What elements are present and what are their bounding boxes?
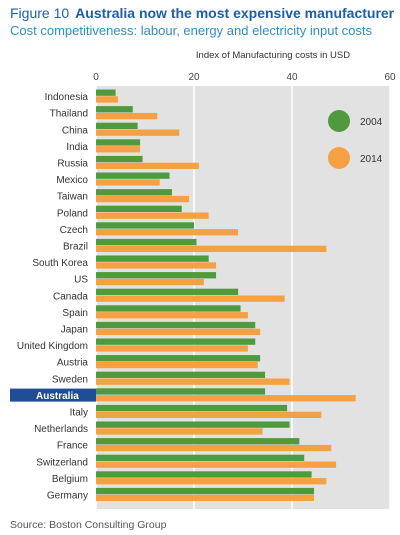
bar-2014	[96, 262, 217, 269]
legend-label-2014: 2014	[360, 154, 383, 165]
category-label: Canada	[53, 291, 88, 302]
bar-2014	[96, 129, 180, 136]
category-label: US	[74, 275, 88, 286]
bar-2014	[96, 162, 199, 169]
bar-2004	[96, 89, 116, 96]
category-label: Czech	[60, 225, 88, 236]
bar-2014	[96, 494, 315, 501]
x-axis-title: Index of Manufacturing costs in USD	[196, 50, 350, 61]
category-label: Indonesia	[45, 92, 89, 103]
category-label: Sweden	[52, 374, 88, 385]
category-label: Netherlands	[34, 424, 88, 435]
category-label: Japan	[61, 325, 88, 336]
category-label: China	[62, 125, 89, 136]
bar-2004	[96, 106, 133, 113]
bar-2004	[96, 139, 141, 146]
bar-2014	[96, 345, 248, 352]
bar-2004	[96, 155, 143, 163]
bar-2014	[96, 212, 209, 219]
figure-title: Australia now the most expensive manufac…	[75, 5, 395, 21]
x-tick-label: 60	[384, 72, 396, 83]
bar-2004	[96, 471, 312, 478]
category-label: Thailand	[50, 109, 88, 120]
bar-2014	[96, 444, 332, 452]
bar-2014	[96, 295, 285, 302]
bar-2014	[96, 278, 204, 286]
bar-2014	[96, 378, 290, 385]
bar-2014	[96, 229, 239, 236]
bar-2014	[96, 245, 327, 252]
bar-2014	[96, 361, 258, 369]
bar-2004	[96, 189, 172, 196]
x-tick-label: 40	[286, 72, 298, 83]
bar-2014	[96, 428, 263, 435]
category-label: Spain	[62, 308, 88, 319]
bar-2014	[96, 195, 190, 203]
legend-label-2004: 2004	[360, 117, 383, 128]
bar-2014	[96, 312, 248, 319]
bar-2004	[96, 421, 290, 428]
figure-number: Figure 10	[10, 5, 70, 21]
bar-2004	[96, 288, 239, 295]
bar-2014	[96, 328, 261, 335]
figure-subtitle: Cost competitiveness: labour, energy and…	[10, 23, 373, 38]
category-label: Austria	[57, 358, 89, 369]
bar-2014	[96, 395, 356, 402]
bar-2014	[96, 112, 158, 120]
bar-2004	[96, 205, 182, 212]
bar-2004	[96, 172, 170, 179]
bar-2004	[96, 438, 300, 445]
legend-marker-2014	[328, 147, 350, 169]
category-label: Poland	[57, 208, 88, 219]
highlight-label-band	[10, 388, 96, 402]
bar-2004	[96, 355, 261, 362]
bar-2014	[96, 461, 337, 468]
bar-2004	[96, 454, 305, 461]
bar-2004	[96, 222, 194, 229]
bar-2014	[96, 96, 119, 103]
bar-2004	[96, 388, 266, 395]
bar-2004	[96, 371, 266, 378]
bar-2014	[96, 411, 322, 418]
category-label: United Kingdom	[17, 341, 88, 352]
category-label: Australia	[36, 391, 79, 402]
category-label: India	[66, 142, 88, 153]
bar-2004	[96, 404, 288, 412]
bar-2004	[96, 487, 315, 495]
bar-2004	[96, 238, 197, 246]
chart: Index of Manufacturing costs in USD 0 20 40…	[10, 50, 396, 509]
category-label: Taiwan	[57, 192, 88, 203]
category-label: Mexico	[56, 175, 88, 186]
x-tick-label: 20	[188, 72, 200, 83]
bar-2004	[96, 338, 256, 345]
category-label: Italy	[70, 408, 88, 419]
figure-title-line: Figure 10 Australia now the most expensiv…	[10, 4, 395, 22]
legend-marker-2004	[328, 110, 350, 132]
category-label: Russia	[57, 159, 88, 170]
category-label: Germany	[47, 491, 88, 502]
bar-2004	[96, 272, 217, 279]
bar-2004	[96, 305, 241, 312]
bar-2014	[96, 146, 141, 153]
source-note: Source: Boston Consulting Group	[10, 519, 167, 531]
x-tick-label: 0	[93, 72, 99, 83]
category-label: Switzerland	[36, 457, 88, 468]
category-label: South Korea	[32, 258, 88, 269]
bar-2004	[96, 255, 209, 262]
bar-2014	[96, 478, 327, 485]
bar-2004	[96, 122, 138, 129]
category-label: France	[57, 441, 89, 452]
bar-2014	[96, 179, 160, 186]
category-label: Brazil	[63, 242, 88, 253]
figure-header: Figure 10 Australia now the most expensiv…	[10, 4, 395, 39]
category-label: Belgium	[52, 474, 88, 485]
bar-2004	[96, 321, 256, 329]
